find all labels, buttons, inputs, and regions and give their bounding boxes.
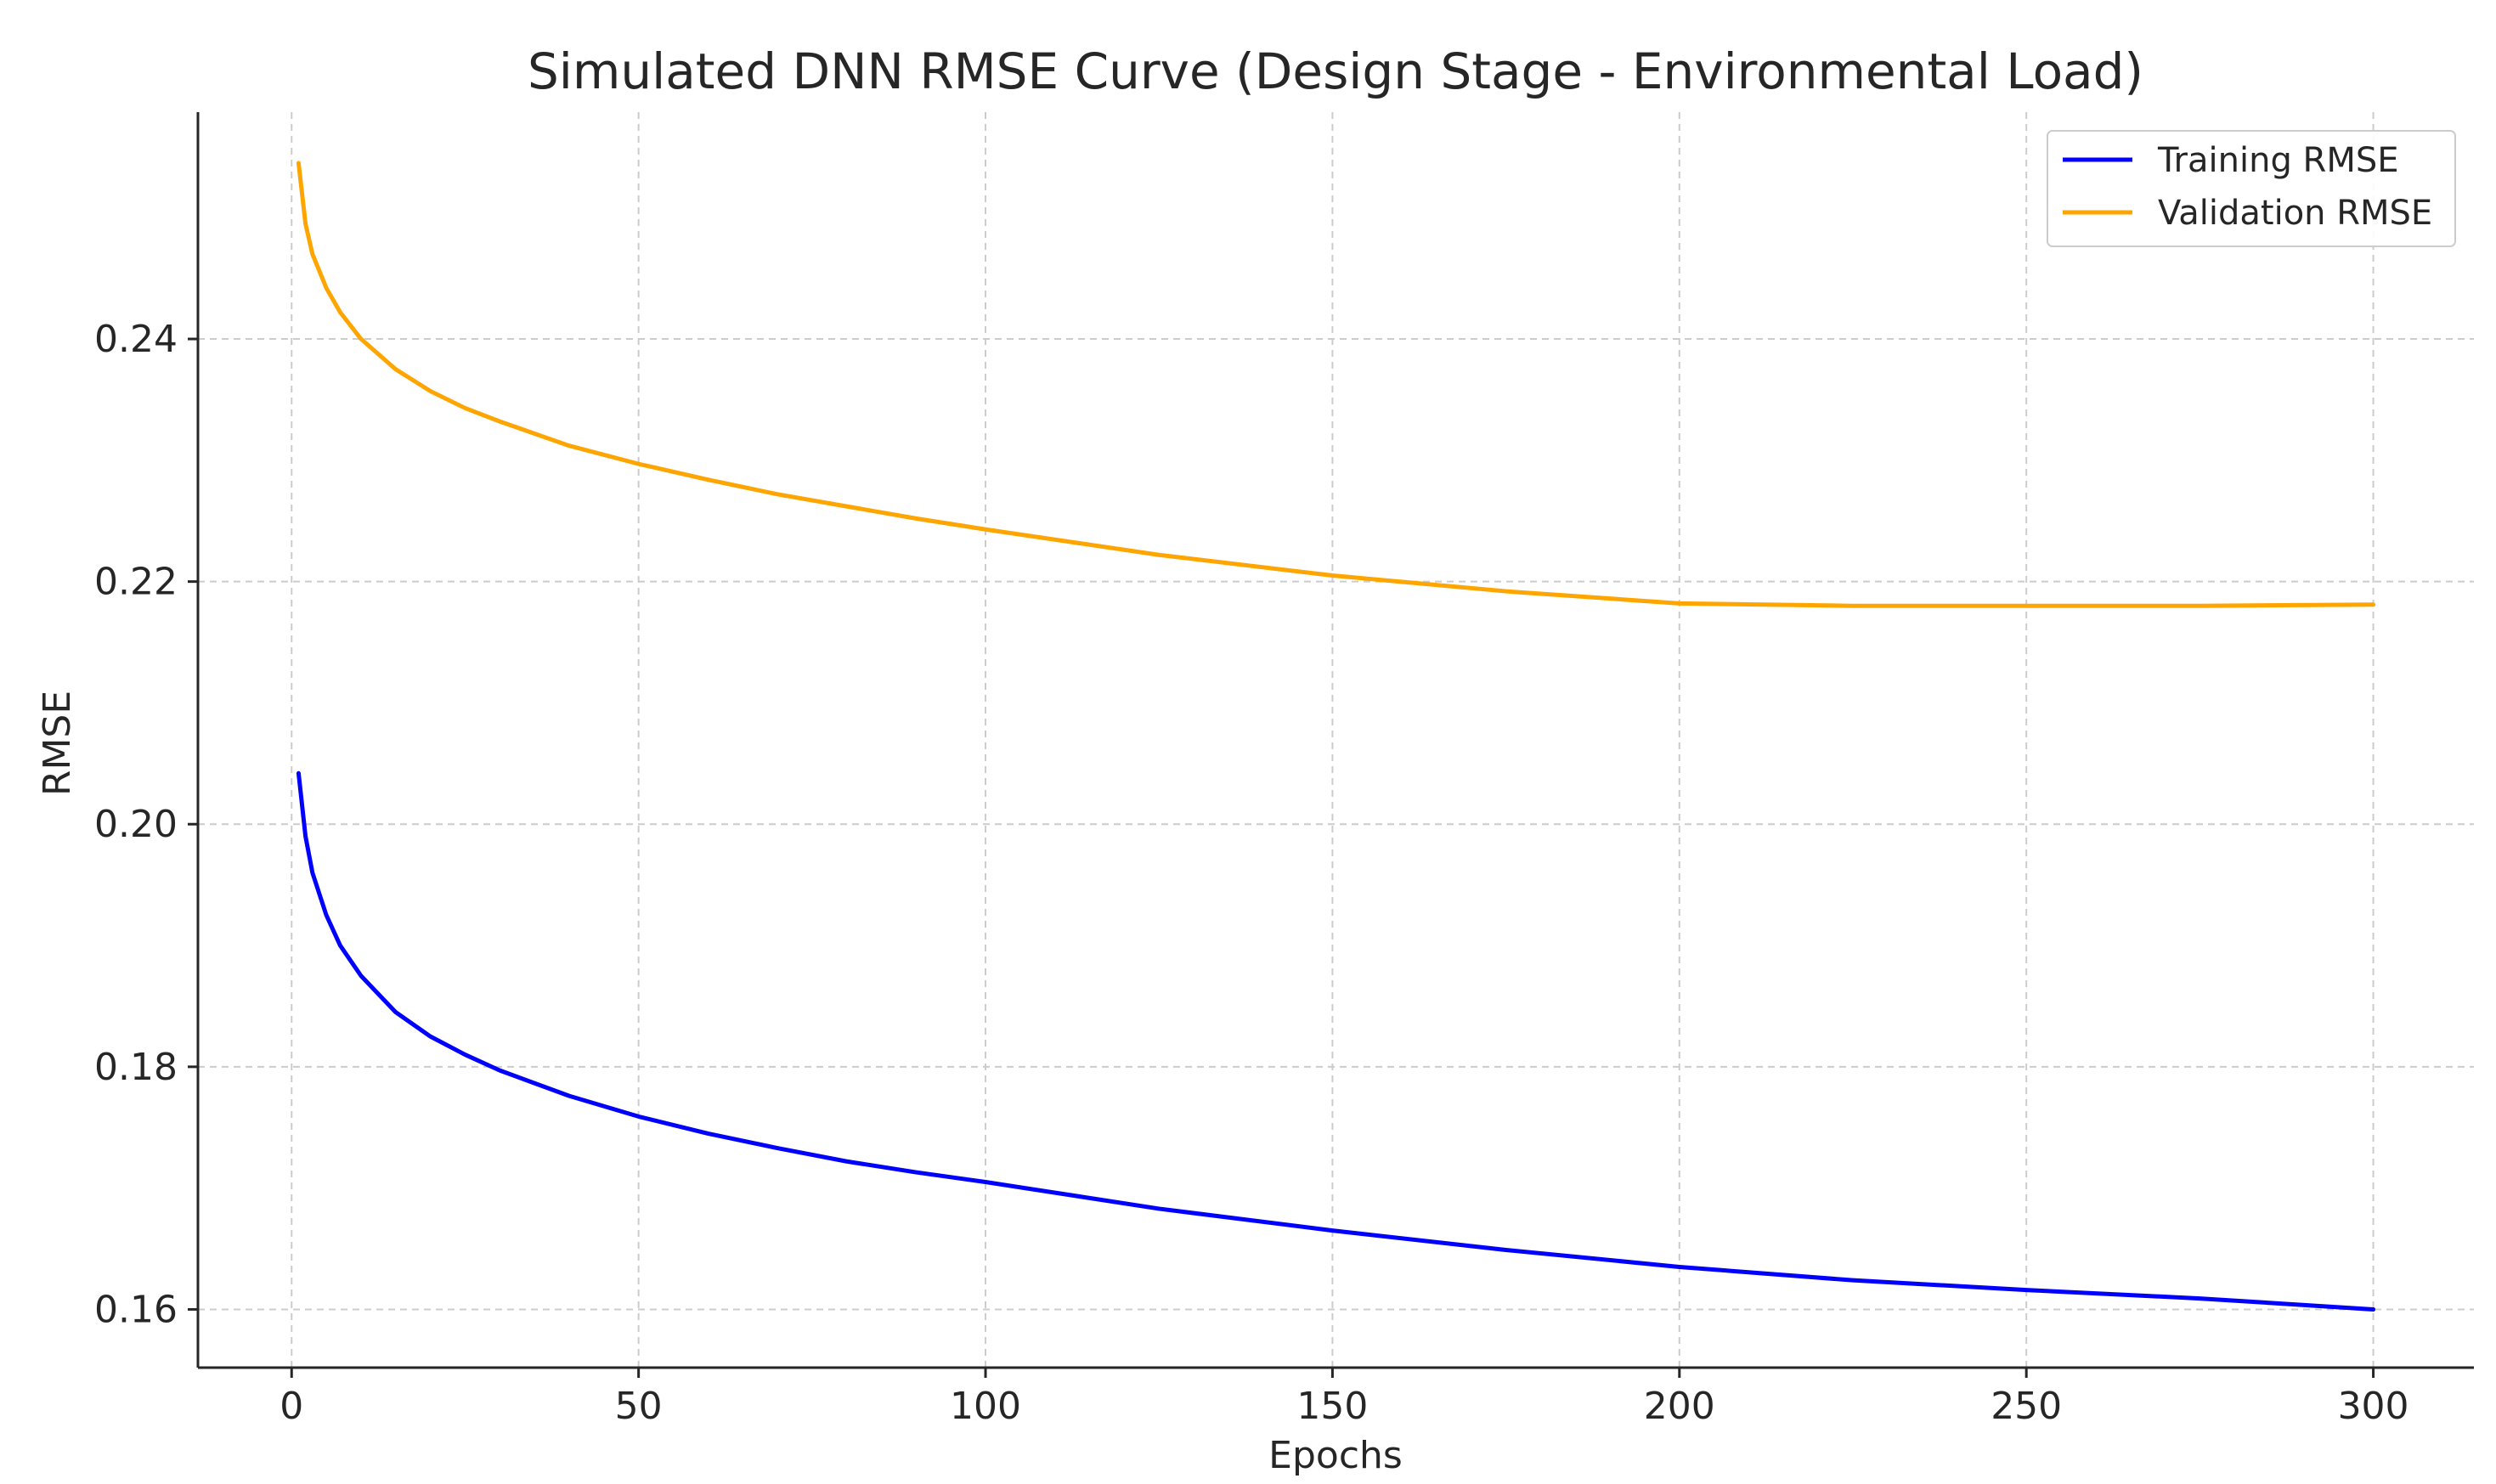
y-tick-label: 0.24 xyxy=(94,318,178,361)
x-tick-label: 0 xyxy=(280,1385,303,1428)
legend-box xyxy=(2047,130,2456,247)
x-tick-label: 100 xyxy=(950,1385,1021,1428)
x-tick-label: 300 xyxy=(2338,1385,2409,1428)
x-tick-label: 50 xyxy=(615,1385,663,1428)
axes xyxy=(196,112,2474,1369)
series-lines xyxy=(296,161,2376,1312)
legend-label-validation: Validation RMSE xyxy=(2158,194,2432,233)
y-tick-label: 0.18 xyxy=(94,1046,178,1089)
grid xyxy=(198,112,2474,1368)
legend: Training RMSE Validation RMSE xyxy=(2047,130,2456,247)
validation-rmse-line xyxy=(296,161,2376,608)
x-tick-label: 150 xyxy=(1296,1385,1368,1428)
chart-title: Simulated DNN RMSE Curve (Design Stage -… xyxy=(528,42,2143,100)
x-axis-label: Epochs xyxy=(1268,1434,1403,1477)
y-axis-label: RMSE xyxy=(36,691,79,796)
training-rmse-line xyxy=(296,770,2376,1312)
ticks: 0 50 100 150 200 250 300 0.16 0.18 0.20 0.22 0.24 xyxy=(94,318,2409,1428)
y-tick-label: 0.16 xyxy=(94,1288,178,1331)
x-tick-label: 200 xyxy=(1644,1385,1715,1428)
y-tick-label: 0.20 xyxy=(94,803,178,846)
legend-label-training: Training RMSE xyxy=(2157,141,2399,180)
y-tick-label: 0.22 xyxy=(94,561,178,604)
x-tick-label: 250 xyxy=(1991,1385,2062,1428)
